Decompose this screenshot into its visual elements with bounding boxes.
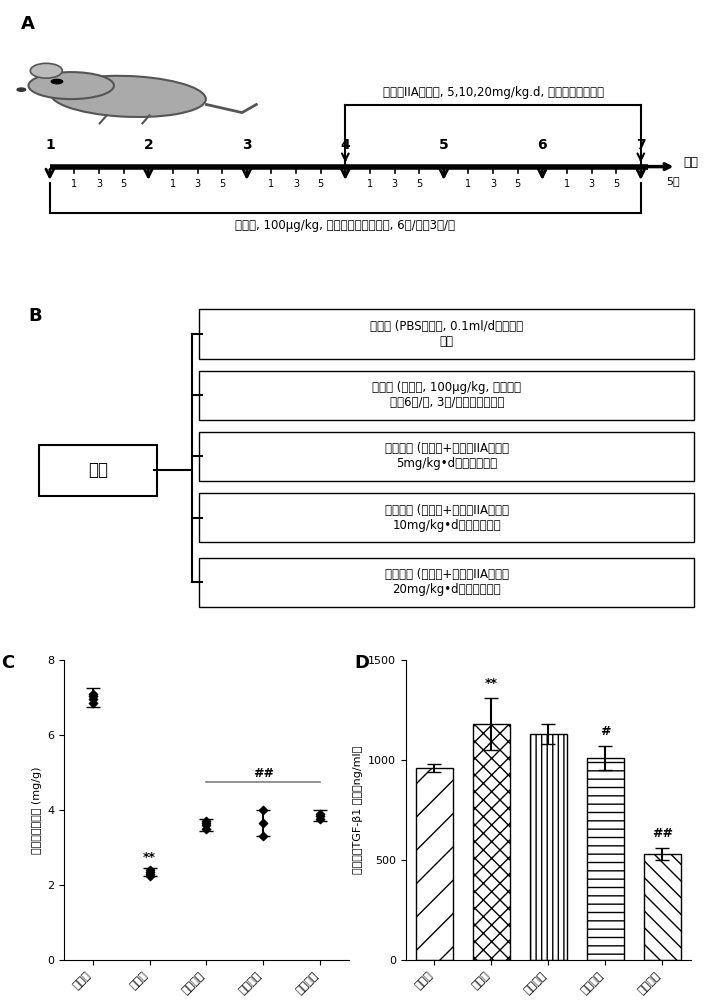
Ellipse shape [28, 72, 114, 99]
Text: 丹参酮IIA磺酸钠, 5,10,20mg/kg.d, 每日腹腔注射一次: 丹参酮IIA磺酸钠, 5,10,20mg/kg.d, 每日腹腔注射一次 [382, 86, 604, 99]
Point [87, 688, 98, 704]
Text: 5: 5 [219, 179, 225, 189]
Point [201, 813, 212, 829]
FancyBboxPatch shape [199, 493, 694, 542]
Bar [587, 758, 624, 960]
Text: 3: 3 [392, 179, 397, 189]
Text: 对照组 (PBS缓冲液, 0.1ml/d，腹腔注
射）: 对照组 (PBS缓冲液, 0.1ml/d，腹腔注 射） [370, 320, 523, 348]
Text: 5: 5 [515, 179, 520, 189]
Point [201, 815, 212, 831]
Text: 5: 5 [416, 179, 422, 189]
Text: 3: 3 [194, 179, 201, 189]
Text: 5天: 5天 [666, 176, 679, 186]
Text: C: C [1, 654, 15, 672]
FancyBboxPatch shape [199, 432, 694, 481]
Text: 5: 5 [318, 179, 324, 189]
Ellipse shape [51, 76, 206, 117]
Bar [530, 734, 567, 960]
Point [144, 864, 155, 880]
Point [87, 686, 98, 702]
FancyBboxPatch shape [199, 558, 694, 607]
Text: 5: 5 [120, 179, 127, 189]
Point [258, 815, 269, 831]
Text: 1: 1 [367, 179, 373, 189]
Point [144, 862, 155, 878]
Text: 3: 3 [490, 179, 496, 189]
Circle shape [17, 88, 26, 91]
Text: 雨蛙素, 100μg/kg, 每小时腹腔注射一次, 6次/日，3天/周: 雨蛙素, 100μg/kg, 每小时腹腔注射一次, 6次/日，3天/周 [236, 219, 455, 232]
Point [87, 691, 98, 707]
Text: 3: 3 [589, 179, 595, 189]
Point [87, 695, 98, 711]
Text: 中剂量组 (雨蛙素+丹参酮IIA磺酸钠
10mg/kg•d，腹腔注射）: 中剂量组 (雨蛙素+丹参酮IIA磺酸钠 10mg/kg•d，腹腔注射） [384, 504, 508, 532]
Bar [473, 724, 510, 960]
FancyBboxPatch shape [199, 371, 694, 420]
Text: 3: 3 [242, 138, 251, 152]
Text: 1: 1 [466, 179, 471, 189]
Bar [644, 854, 681, 960]
Text: 高剂量组 (雨蛙素+丹参酮IIA磺酸钠
20mg/kg•d，腹腔注射）: 高剂量组 (雨蛙素+丹参酮IIA磺酸钠 20mg/kg•d，腹腔注射） [384, 568, 508, 596]
Text: 7: 7 [636, 138, 646, 152]
Y-axis label: 小鼠胰腺体重比 (mg/g): 小鼠胰腺体重比 (mg/g) [31, 766, 42, 854]
Circle shape [51, 79, 63, 84]
FancyBboxPatch shape [38, 444, 157, 495]
Text: 3: 3 [96, 179, 102, 189]
Text: #: # [600, 725, 610, 738]
Bar [416, 768, 453, 960]
Text: ##: ## [253, 767, 274, 780]
Text: 模型组 (雨蛙素, 100μg/kg, 每小时一
次，6次/日, 3日/周，腹腔注射）: 模型组 (雨蛙素, 100μg/kg, 每小时一 次，6次/日, 3日/周，腹腔… [372, 381, 521, 409]
Text: 3: 3 [293, 179, 299, 189]
Text: D: D [355, 654, 370, 672]
Point [258, 802, 269, 818]
Text: B: B [28, 307, 42, 325]
Point [201, 817, 212, 833]
Text: 6: 6 [538, 138, 547, 152]
Text: A: A [21, 15, 35, 33]
FancyBboxPatch shape [199, 309, 694, 359]
Text: 1: 1 [268, 179, 275, 189]
Point [315, 806, 326, 822]
Text: 1: 1 [564, 179, 570, 189]
Text: 低剂量组 (雨蛙素+丹参酮IIA磺酸钠
5mg/kg•d，腹腔注射）: 低剂量组 (雨蛙素+丹参酮IIA磺酸钠 5mg/kg•d，腹腔注射） [384, 442, 508, 470]
Point [144, 866, 155, 882]
Text: 分组: 分组 [88, 461, 108, 479]
Text: 5: 5 [439, 138, 449, 152]
Point [258, 828, 269, 844]
Ellipse shape [31, 63, 63, 78]
Text: 5: 5 [613, 179, 619, 189]
Text: ##: ## [651, 827, 673, 840]
Text: 1: 1 [170, 179, 176, 189]
Point [315, 808, 326, 824]
Text: 1: 1 [71, 179, 78, 189]
Point [201, 821, 212, 837]
Text: 1: 1 [45, 138, 55, 152]
Point [315, 811, 326, 827]
Point [144, 868, 155, 884]
Y-axis label: 小鼠血清TGF-β1 水平（ng/ml）: 小鼠血清TGF-β1 水平（ng/ml） [352, 746, 362, 874]
Text: **: ** [485, 677, 498, 690]
Text: 2: 2 [143, 138, 153, 152]
Text: 死亡: 死亡 [684, 156, 698, 169]
Text: **: ** [143, 851, 156, 864]
Text: 4: 4 [340, 138, 350, 152]
